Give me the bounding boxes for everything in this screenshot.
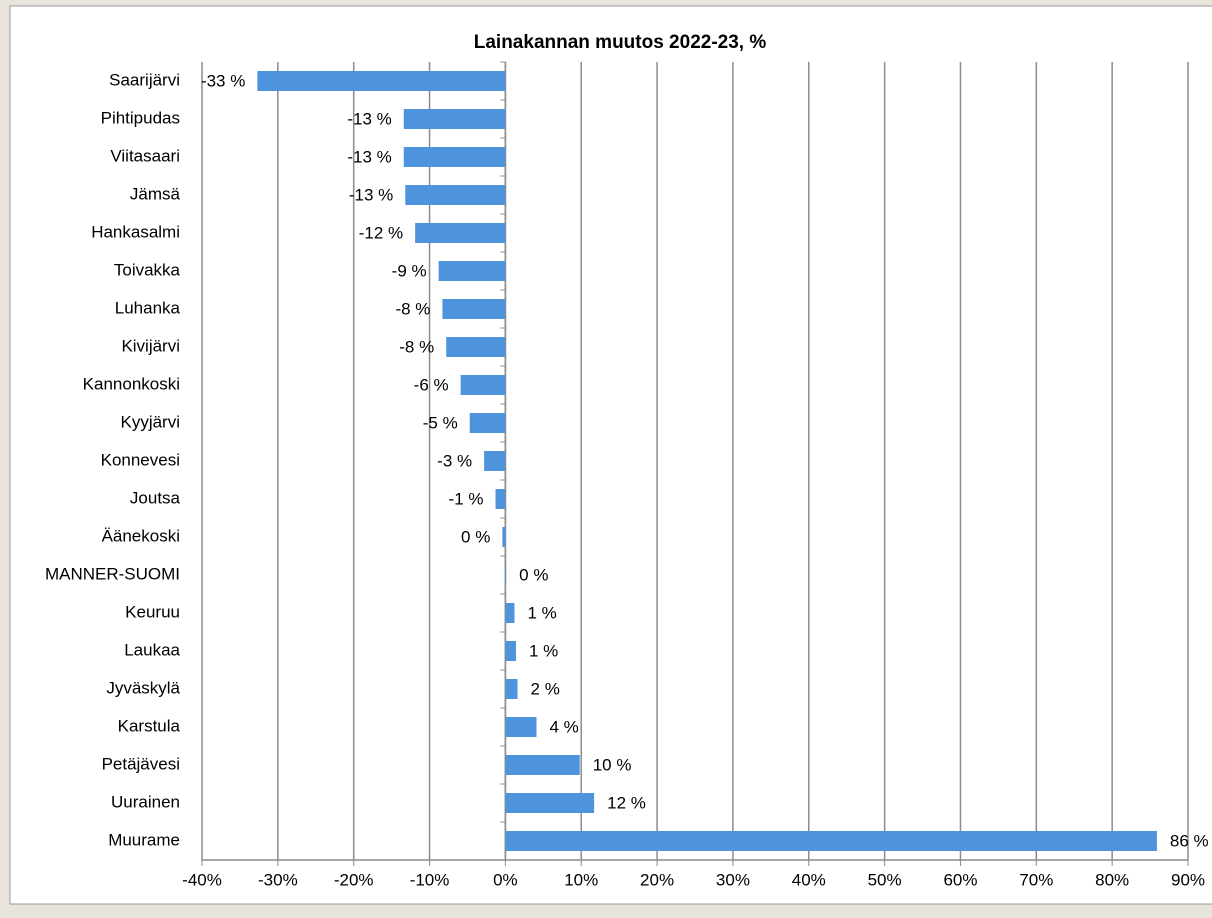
y-tick-label: Karstula [118,716,181,735]
bar [403,147,506,167]
bar [469,413,506,433]
bar [460,375,506,395]
y-tick-label: Viitasaari [110,146,180,165]
bar [505,603,515,623]
bar [505,641,517,661]
value-label: 86 % [1170,831,1209,850]
bar [257,71,506,91]
x-tick-label: 60% [943,870,977,889]
x-tick-label: 0% [493,870,518,889]
y-tick-label: Laukaa [124,640,180,659]
y-tick-label: Pihtipudas [101,108,180,127]
x-tick-label: 10% [564,870,598,889]
x-tick-label: 30% [716,870,750,889]
y-tick-label: Hankasalmi [91,222,180,241]
value-label: -13 % [347,109,391,128]
y-tick-label: Uurainen [111,792,180,811]
bar [495,489,506,509]
x-tick-label: 40% [792,870,826,889]
bar [403,109,506,129]
value-label: -9 % [392,261,427,280]
y-tick-label: Kyyjärvi [120,412,180,431]
bar [405,185,506,205]
bar [505,755,580,775]
value-label: 1 % [527,603,556,622]
value-label: -13 % [347,147,391,166]
bar [505,793,595,813]
value-label: 2 % [531,679,560,698]
y-tick-label: Jämsä [130,184,181,203]
y-tick-label: Konnevesi [101,450,180,469]
value-label: -12 % [359,223,403,242]
bar [505,831,1157,851]
bar [446,337,506,357]
x-tick-label: 50% [868,870,902,889]
bar [438,261,506,281]
y-tick-label: Kivijärvi [121,336,180,355]
value-label: -3 % [437,451,472,470]
value-label: 0 % [519,565,548,584]
bar [415,223,506,243]
chart-title: Lainakannan muutos 2022-23, % [474,32,767,53]
y-tick-label: Kannonkoski [83,374,180,393]
y-tick-label: Äänekoski [102,526,180,545]
y-tick-label: Jyväskylä [106,678,180,697]
bar [442,299,506,319]
x-tick-label: 20% [640,870,674,889]
x-tick-label: 80% [1095,870,1129,889]
value-label: -33 % [201,71,245,90]
bar [505,679,518,699]
x-tick-label: -20% [334,870,374,889]
value-label: 1 % [529,641,558,660]
x-tick-label: -40% [182,870,222,889]
x-tick-label: 70% [1019,870,1053,889]
x-tick-label: -30% [258,870,298,889]
y-tick-label: Muurame [108,830,180,849]
value-label: -8 % [395,299,430,318]
y-tick-label: Joutsa [130,488,181,507]
bar [502,527,506,547]
value-label: 12 % [607,793,646,812]
value-label: -5 % [423,413,458,432]
y-tick-label: Toivakka [114,260,181,279]
y-tick-label: Petäjävesi [102,754,180,773]
x-tick-label: -10% [410,870,450,889]
bar [505,565,507,585]
value-label: 10 % [593,755,632,774]
y-tick-label: MANNER-SUOMI [45,564,180,583]
value-label: -8 % [399,337,434,356]
y-tick-label: Keuruu [125,602,180,621]
value-label: 4 % [549,717,578,736]
value-label: 0 % [461,527,490,546]
y-tick-label: Luhanka [115,298,181,317]
value-label: -6 % [414,375,449,394]
bar [484,451,506,471]
value-label: -1 % [449,489,484,508]
value-label: -13 % [349,185,393,204]
x-tick-label: 90% [1171,870,1205,889]
chart-frame [9,5,1212,905]
bar [505,717,537,737]
y-tick-label: Saarijärvi [109,70,180,89]
